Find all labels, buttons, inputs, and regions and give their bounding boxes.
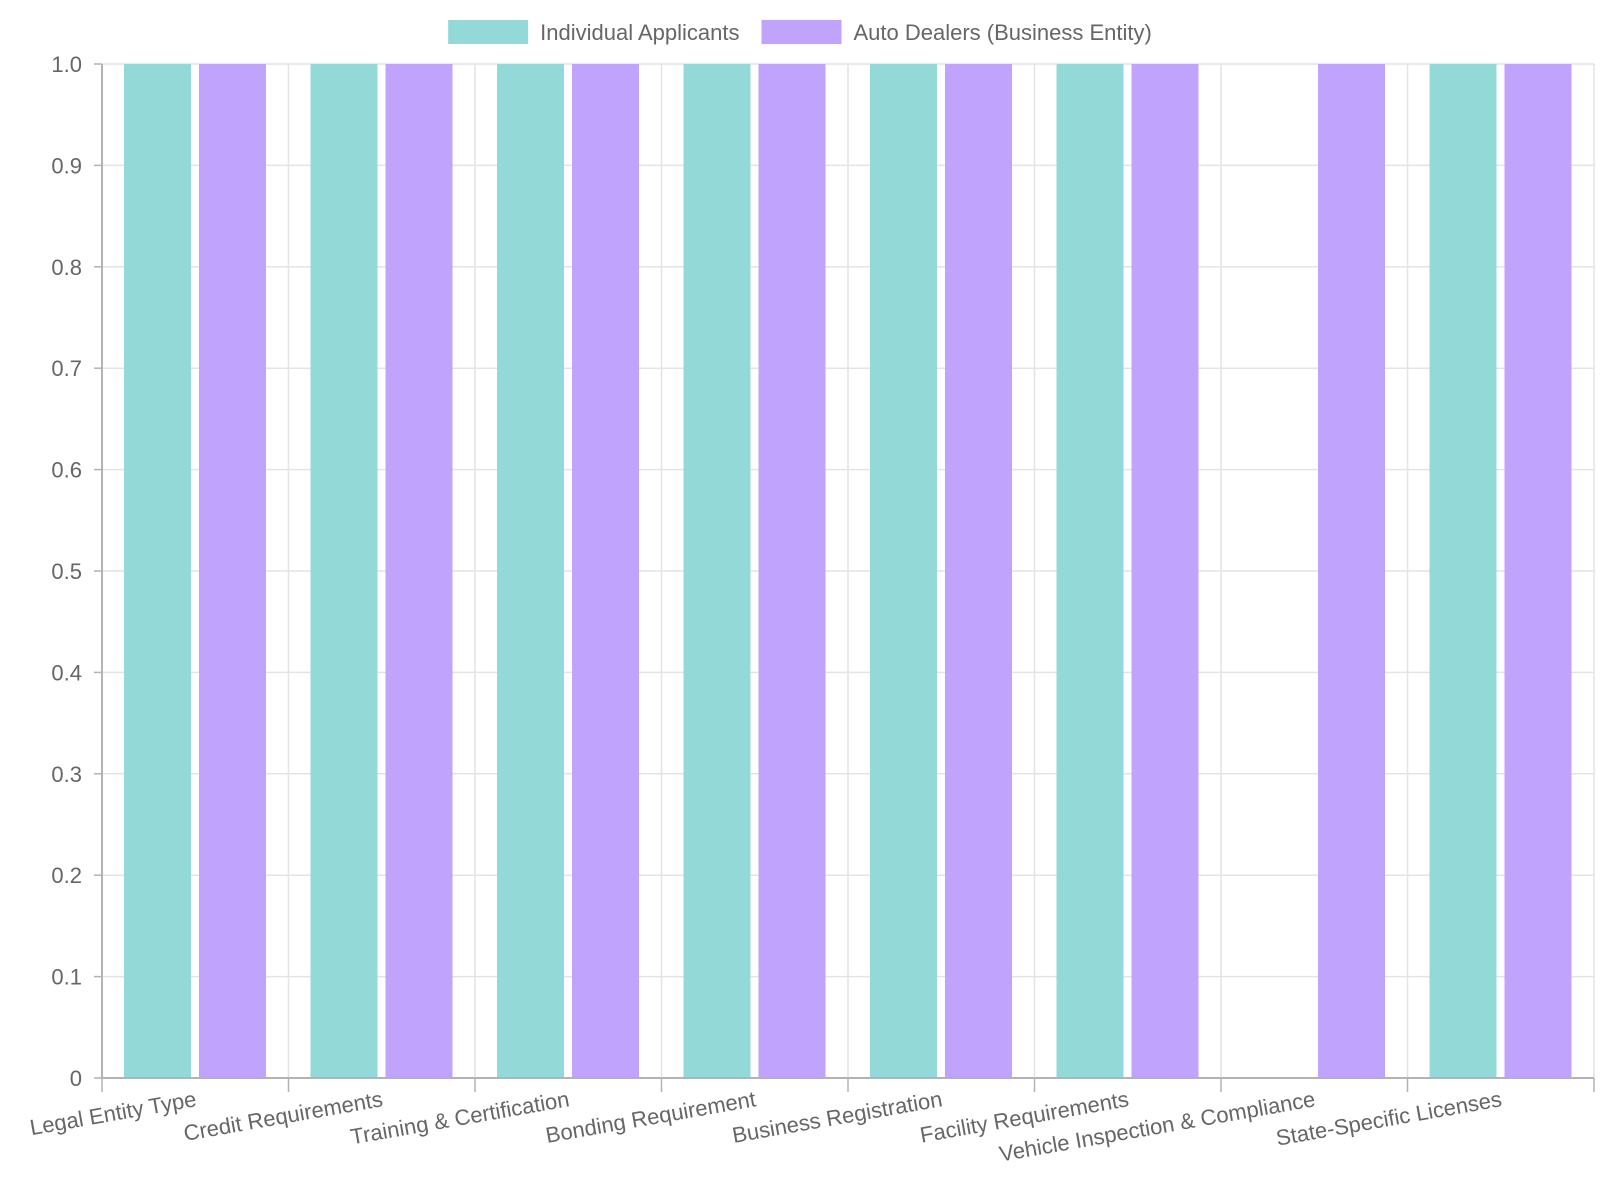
x-tick-label: Vehicle Inspection & Compliance [997,1086,1317,1166]
bar-individual-3[interactable] [683,64,751,1078]
y-tick-label: 0.5 [51,559,82,584]
bar-dealer-6[interactable] [1318,64,1385,1078]
legend-label: Individual Applicants [540,20,739,45]
y-tick-label: 0.2 [51,863,82,888]
bar-dealer-1[interactable] [385,64,453,1078]
bars [124,64,1572,1078]
y-tick-label: 0.7 [51,356,82,381]
y-tick-label: 0.8 [51,255,82,280]
y-tick-label: 0.9 [51,153,82,178]
legend-item-dealer[interactable]: Auto Dealers (Business Entity) [761,20,1152,45]
bar-individual-4[interactable] [870,64,937,1078]
bar-dealer-4[interactable] [945,64,1012,1078]
y-tick-label: 0.6 [51,458,82,483]
bar-dealer-3[interactable] [758,64,826,1078]
legend[interactable]: Individual Applicants Auto Dealers (Busin… [448,20,1152,45]
bar-individual-1[interactable] [310,64,378,1078]
y-tick-label: 0.3 [51,762,82,787]
y-tick-label: 0.4 [51,660,82,685]
legend-label: Auto Dealers (Business Entity) [854,20,1152,45]
bar-individual-5[interactable] [1056,64,1124,1078]
legend-swatch [448,20,529,44]
bar-individual-7[interactable] [1429,64,1497,1078]
y-tick-label: 0 [70,1066,82,1091]
x-tick-label: Bonding Requirement [544,1086,758,1148]
y-tick-label: 1.0 [51,52,82,77]
legend-item-individual[interactable]: Individual Applicants [448,20,740,45]
bar-individual-0[interactable] [124,64,191,1078]
x-tick-label: Business Registration [730,1086,944,1148]
bar-individual-2[interactable] [497,64,564,1078]
bar-dealer-2[interactable] [572,64,639,1078]
bar-dealer-5[interactable] [1131,64,1199,1078]
legend-swatch [761,20,842,44]
x-tick-label: Legal Entity Type [28,1086,198,1140]
y-axis-ticks: 0 0.1 0.2 0.3 0.4 0.5 0.6 0.7 0.8 0.9 1.0 [51,52,102,1091]
bar-dealer-7[interactable] [1504,64,1572,1078]
bar-dealer-0[interactable] [199,64,266,1078]
y-tick-label: 0.1 [51,965,82,990]
